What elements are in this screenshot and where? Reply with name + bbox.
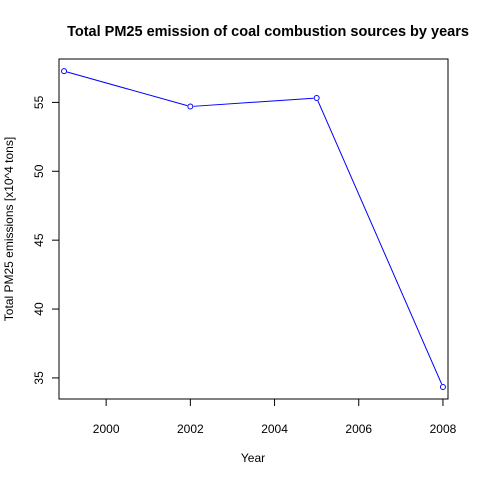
- y-tick-label: 35: [32, 371, 46, 385]
- x-tick-label: 2004: [261, 422, 288, 436]
- x-tick-label: 2008: [430, 422, 457, 436]
- data-point: [187, 103, 194, 110]
- series-layer: [61, 68, 446, 391]
- data-point: [313, 94, 320, 101]
- data-point: [439, 384, 446, 391]
- x-axis-label: Year: [241, 451, 265, 465]
- series-line-segment: [66, 71, 188, 107]
- chart-title: Total PM25 emission of coal combustion s…: [67, 24, 469, 40]
- data-point: [61, 68, 68, 75]
- y-tick-label: 50: [32, 164, 46, 178]
- y-tick-label: 45: [32, 233, 46, 247]
- series-line-segment: [193, 97, 314, 107]
- x-tick-label: 2006: [345, 422, 372, 436]
- x-tick-label: 2000: [93, 422, 120, 436]
- x-axis: 2000 2002 2004 2006 2008: [93, 398, 457, 436]
- y-axis: 35 40 45 50 55: [32, 95, 60, 385]
- series-line-segment: [317, 100, 443, 385]
- y-tick-label: 40: [32, 302, 46, 316]
- y-axis-label: Total PM25 emissions [x10^4 tons]: [2, 137, 16, 321]
- plot-frame: [58, 58, 449, 400]
- y-tick-label: 55: [32, 95, 46, 109]
- x-tick-label: 2002: [177, 422, 204, 436]
